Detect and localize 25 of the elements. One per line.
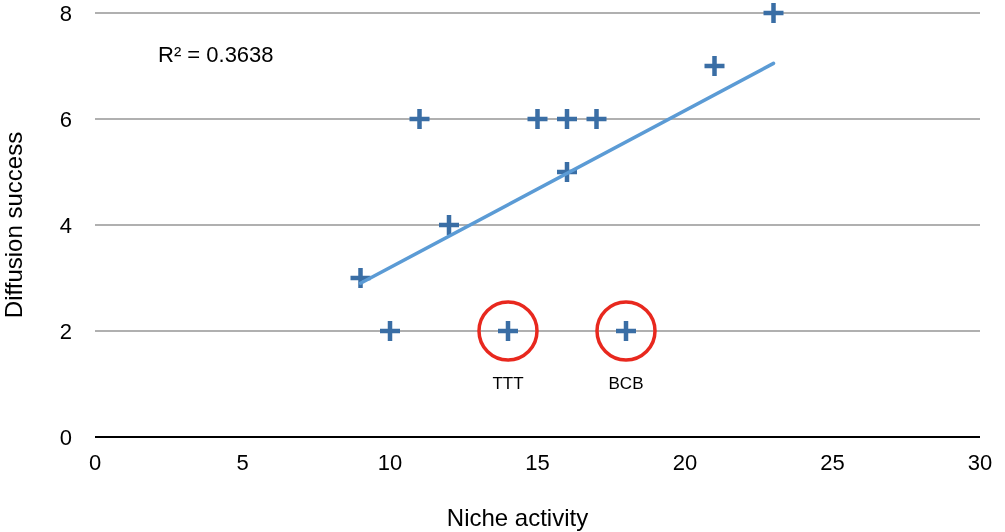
x-tick-label: 25 [820, 450, 845, 475]
point [436, 212, 462, 238]
y-tick-label: 4 [59, 212, 72, 238]
x-tick-label: 0 [88, 450, 102, 475]
x-axis-title: Niche activity [446, 504, 589, 531]
y-tick-label: 2 [59, 318, 72, 344]
x-tick-label: 10 [377, 450, 403, 475]
annotation: R² = 0.3638 [158, 42, 274, 67]
point [377, 318, 403, 344]
point [702, 53, 727, 79]
annotation: BCB [608, 374, 644, 393]
point [525, 106, 550, 132]
y-tick-label: 8 [59, 0, 72, 26]
y-axis-title: Diffusion success [0, 131, 27, 319]
x-tick-label: 5 [236, 450, 249, 475]
point [407, 106, 432, 132]
x-tick-label: 15 [525, 450, 550, 475]
point [554, 106, 580, 132]
point [584, 106, 609, 132]
annotation: TTT [492, 374, 524, 393]
x-tick-label: 20 [672, 450, 698, 475]
y-tick-label: 0 [59, 424, 72, 450]
x-tick-label: 30 [967, 450, 993, 475]
y-tick-label: 6 [59, 106, 72, 132]
point [761, 0, 786, 26]
